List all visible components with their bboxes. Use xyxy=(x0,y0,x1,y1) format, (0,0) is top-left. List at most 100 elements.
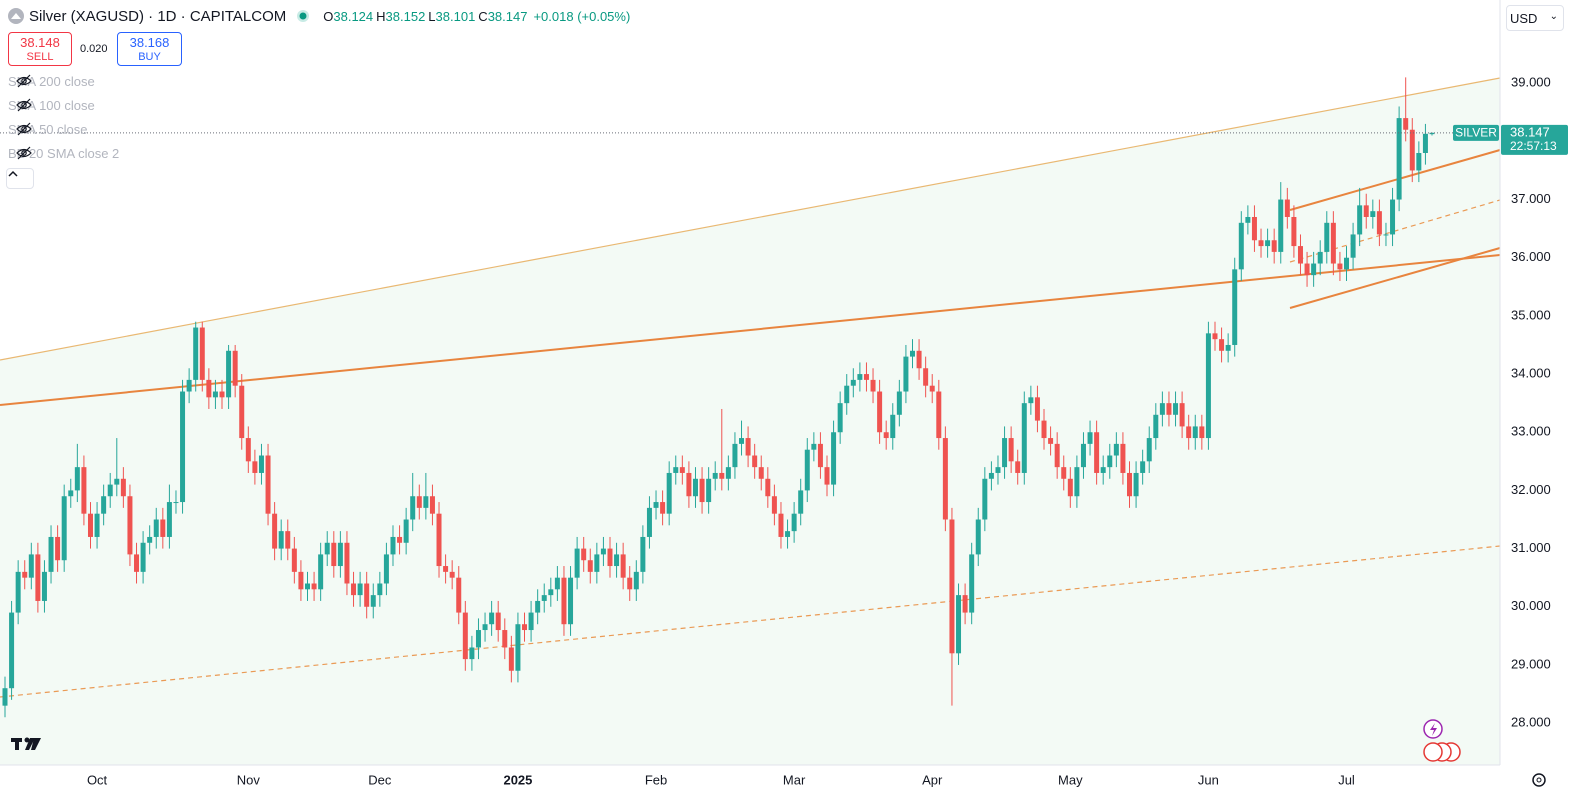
candle-body xyxy=(594,554,600,572)
candle-body xyxy=(508,647,514,671)
candle-body xyxy=(535,600,541,613)
candle-body xyxy=(1258,240,1264,247)
candle-body xyxy=(337,542,343,567)
candle-body xyxy=(68,490,74,497)
hidden-icon[interactable] xyxy=(16,146,32,160)
candle-body xyxy=(173,502,179,504)
candle-body xyxy=(1304,263,1310,276)
candle-body xyxy=(785,531,791,537)
symbol-tag-label: SILVER xyxy=(1455,125,1497,139)
candle-body xyxy=(541,595,547,601)
indicator[interactable]: SMA 200 close xyxy=(8,74,95,89)
y-tick-label: 34.000 xyxy=(1511,366,1551,381)
candle-body xyxy=(870,379,876,392)
legend-header: Silver (XAGUSD) · 1D · CAPITALCOM O 38.12… xyxy=(8,6,630,26)
candle-body xyxy=(232,350,238,386)
candle-body xyxy=(502,630,508,648)
candle-body xyxy=(837,403,843,433)
candle-body xyxy=(732,443,738,468)
candle-body xyxy=(568,577,574,625)
candle-body xyxy=(147,536,153,543)
y-tick-label: 29.000 xyxy=(1511,656,1551,671)
candle-body xyxy=(1265,240,1271,247)
candle-body xyxy=(1127,472,1133,497)
candle-body xyxy=(831,432,837,485)
candle-body xyxy=(1278,199,1284,252)
candle-body xyxy=(140,542,146,572)
candle-body xyxy=(1140,461,1146,473)
hidden-icon[interactable] xyxy=(16,98,32,112)
candle-body xyxy=(666,472,672,514)
candle-body xyxy=(1028,397,1034,404)
candle-body xyxy=(1344,257,1350,270)
candle-body xyxy=(423,496,429,508)
candle-body xyxy=(1396,118,1402,200)
channel-line xyxy=(1289,247,1501,309)
candle-body xyxy=(587,560,593,572)
candle-body xyxy=(87,513,93,537)
buy-label: BUY xyxy=(138,51,161,63)
candle-body xyxy=(22,571,28,578)
indicator[interactable]: SMA 50 close xyxy=(8,122,88,137)
candle-body xyxy=(482,624,488,631)
candle-body xyxy=(1390,199,1396,235)
candle-body xyxy=(1317,251,1323,264)
candle-body xyxy=(936,391,942,439)
candle-body xyxy=(956,595,962,654)
chevron-icon xyxy=(8,170,18,177)
candle-body xyxy=(252,461,258,473)
candle-body xyxy=(449,571,455,578)
candle-body xyxy=(1107,455,1113,468)
candle-body xyxy=(1350,234,1356,258)
candle-body xyxy=(397,536,403,543)
event-icon[interactable] xyxy=(1423,742,1443,762)
hidden-icon[interactable] xyxy=(16,122,32,136)
low-value: 38.101 xyxy=(435,8,476,24)
candle-body xyxy=(1225,344,1231,351)
candle-body xyxy=(1192,426,1198,439)
candle-body xyxy=(1100,467,1106,473)
hidden-icon[interactable] xyxy=(16,74,32,88)
candle-body xyxy=(298,571,304,590)
sell-price: 38.148 xyxy=(20,35,60,50)
sell-button[interactable]: 38.148 SELL xyxy=(8,32,72,66)
channel-line xyxy=(1289,149,1501,211)
candle-body xyxy=(975,519,981,555)
candle-body xyxy=(272,513,278,549)
low-label: L xyxy=(428,8,436,24)
candle-body xyxy=(1311,263,1317,276)
candle-body xyxy=(206,379,212,398)
candle-body xyxy=(824,467,830,485)
candle-body xyxy=(1120,443,1126,473)
candle-body xyxy=(127,496,133,555)
currency-button[interactable]: USD ⌄ xyxy=(1506,5,1564,31)
candle-body xyxy=(311,583,317,590)
candle-body xyxy=(706,478,712,503)
candle-body xyxy=(620,554,626,578)
candle-body xyxy=(318,554,324,590)
candle-body xyxy=(193,327,199,380)
y-tick-label: 32.000 xyxy=(1511,482,1551,497)
candle-body xyxy=(1173,403,1179,415)
candle-body xyxy=(660,502,666,514)
candle-body xyxy=(403,519,409,543)
candle-body xyxy=(1403,118,1409,130)
candle-body xyxy=(863,374,869,380)
candle-body xyxy=(1416,153,1422,171)
candle-body xyxy=(804,449,810,491)
candle-body xyxy=(1061,467,1067,479)
candle-body xyxy=(1219,339,1225,351)
candle-body xyxy=(48,536,54,572)
settings-icon[interactable] xyxy=(1532,773,1546,787)
candle-body xyxy=(1015,461,1021,473)
collapse-button[interactable] xyxy=(6,168,34,189)
candle-body xyxy=(679,467,685,473)
buy-button[interactable]: 38.168 BUY xyxy=(117,32,182,66)
price-tag-countdown: 22:57:13 xyxy=(1510,139,1557,153)
candle-body xyxy=(995,467,1001,473)
indicator[interactable]: BB 20 SMA close 2 xyxy=(8,146,119,161)
candle-body xyxy=(1232,269,1238,345)
indicator[interactable]: SMA 100 close xyxy=(8,98,95,113)
candle-body xyxy=(653,502,659,508)
candle-body xyxy=(9,612,15,689)
